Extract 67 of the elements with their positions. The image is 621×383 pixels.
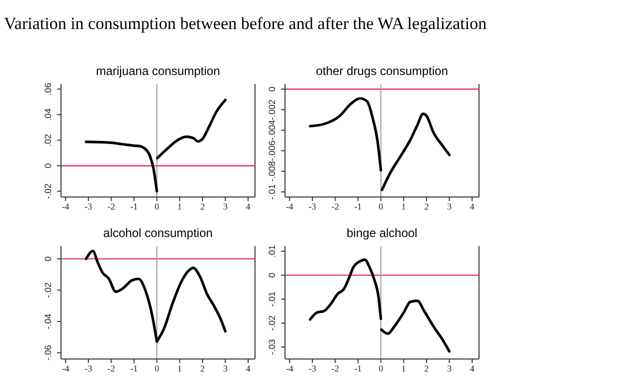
x-tick-label: 0 [378,363,384,374]
x-tick-label: -4 [62,201,70,212]
x-tick-label: 1 [401,201,406,212]
y-tick-label: 0 [267,272,277,278]
y-tick-label: -.01 [267,291,277,307]
y-tick-label: 0 [267,86,277,92]
x-tick-label: -4 [286,201,294,212]
line-series [380,112,451,192]
x-tick-label: -2 [331,201,339,212]
x-tick-label: -1 [354,363,362,374]
x-tick-label: -3 [308,201,317,212]
line-series [308,97,382,172]
x-tick-label: -4 [286,363,294,374]
y-tick-label: -.002 [267,99,277,120]
y-tick-label: .06 [43,82,53,96]
y-tick-label: -.02 [43,183,53,200]
y-tick-label: -.03 [267,339,277,355]
x-tick-label: 2 [424,363,429,374]
x-tick-label: -2 [107,363,115,374]
x-tick-label: 4 [470,201,475,212]
text: Variation in consumption between before and after the WA legalization [4,14,487,34]
x-tick-label: -2 [107,201,115,212]
y-tick-label: .01 [267,245,277,258]
x-tick-label: 4 [470,363,475,374]
y-tick-label: -.02 [267,315,277,331]
x-tick-label: 3 [223,201,228,212]
y-tick-label: .04 [43,108,53,121]
x-tick-label: -4 [62,363,70,374]
x-tick-label: -1 [354,201,362,212]
x-tick-label: 2 [200,363,205,374]
y-tick-label: .02 [43,134,53,146]
line-series [156,98,227,160]
x-tick-label: -1 [130,201,138,212]
line-series [380,300,451,353]
line-series [84,140,158,193]
y-tick-label: -.004 [267,120,277,140]
x-tick-label: 0 [378,201,384,212]
x-tick-label: 1 [177,363,182,374]
x-tick-label: 1 [177,201,182,212]
chart-title: other drugs consumption [314,64,450,80]
chart-title: binge alchool [346,226,418,242]
x-tick-label: 3 [447,201,452,212]
x-tick-label: -3 [84,201,93,212]
chart-title: alcohol consumption [102,226,214,242]
y-tick-label: -.008 [267,161,277,182]
x-tick-label: 0 [154,363,160,374]
y-tick-label: 0 [43,256,53,262]
y-tick-label: -.006 [267,140,277,162]
x-tick-label: 4 [246,363,251,374]
chart-title: marijuana consumption [94,64,222,80]
line-series [308,258,382,321]
x-tick-label: -3 [308,363,317,374]
x-tick-label: -3 [84,363,93,374]
y-tick-label: -.02 [43,282,53,298]
y-tick-label: -.01 [267,184,277,200]
x-tick-label: 1 [401,363,406,374]
x-tick-label: 4 [246,201,251,212]
x-tick-label: 2 [424,201,429,212]
x-tick-label: 3 [223,363,228,374]
y-tick-label: 0 [43,163,53,168]
x-tick-label: -2 [331,363,339,374]
y-tick-label: -.06 [43,344,53,360]
y-tick-label: -.04 [43,314,53,330]
x-tick-label: 2 [200,201,205,212]
x-tick-label: 3 [447,363,452,374]
x-tick-label: 0 [154,201,160,212]
x-tick-label: -1 [130,363,138,374]
